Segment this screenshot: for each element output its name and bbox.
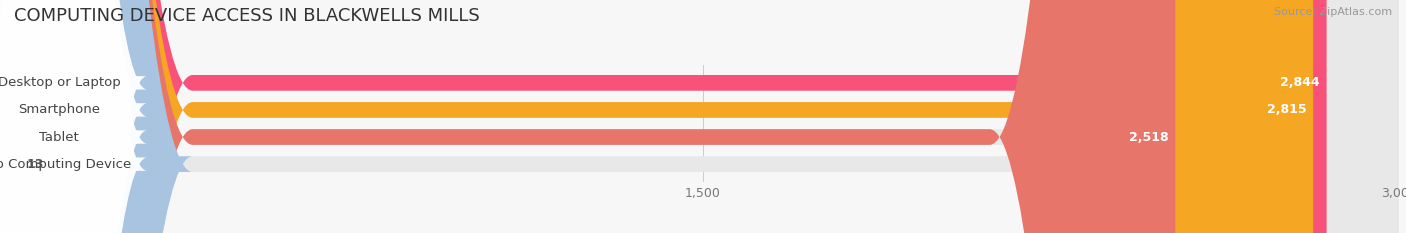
FancyBboxPatch shape bbox=[7, 0, 1313, 233]
FancyBboxPatch shape bbox=[7, 0, 1175, 233]
Text: 13: 13 bbox=[27, 158, 45, 171]
FancyBboxPatch shape bbox=[0, 0, 148, 233]
FancyBboxPatch shape bbox=[0, 0, 148, 233]
FancyBboxPatch shape bbox=[0, 0, 148, 233]
FancyBboxPatch shape bbox=[7, 0, 1327, 233]
Text: 2,844: 2,844 bbox=[1279, 76, 1320, 89]
Text: No Computing Device: No Computing Device bbox=[0, 158, 132, 171]
Text: COMPUTING DEVICE ACCESS IN BLACKWELLS MILLS: COMPUTING DEVICE ACCESS IN BLACKWELLS MI… bbox=[14, 7, 479, 25]
FancyBboxPatch shape bbox=[7, 0, 1399, 233]
Text: Smartphone: Smartphone bbox=[18, 103, 100, 116]
FancyBboxPatch shape bbox=[0, 0, 193, 233]
FancyBboxPatch shape bbox=[7, 0, 1399, 233]
FancyBboxPatch shape bbox=[7, 0, 1399, 233]
FancyBboxPatch shape bbox=[0, 0, 148, 233]
Text: Source: ZipAtlas.com: Source: ZipAtlas.com bbox=[1274, 7, 1392, 17]
Text: Desktop or Laptop: Desktop or Laptop bbox=[0, 76, 121, 89]
Text: 2,815: 2,815 bbox=[1267, 103, 1306, 116]
Text: 2,518: 2,518 bbox=[1129, 130, 1168, 144]
Text: Tablet: Tablet bbox=[39, 130, 79, 144]
FancyBboxPatch shape bbox=[7, 0, 1399, 233]
